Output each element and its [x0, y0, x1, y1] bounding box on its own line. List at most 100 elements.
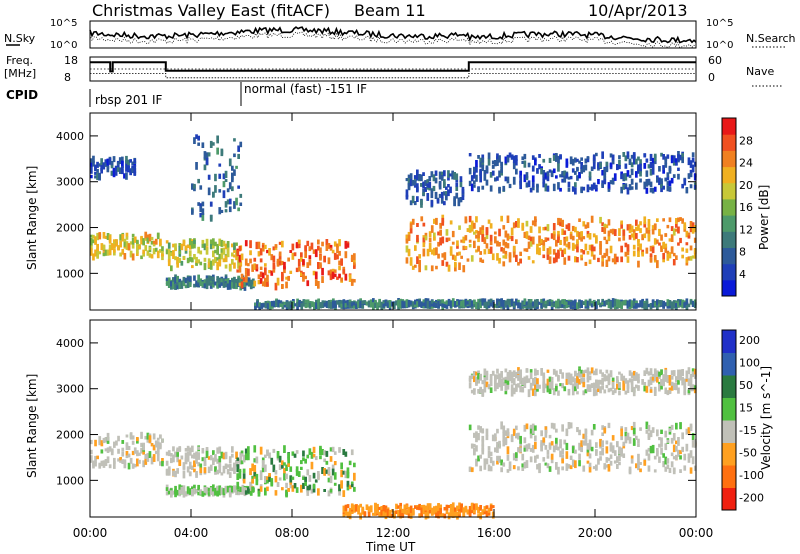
vel-cells-cell — [601, 432, 604, 436]
power-cells-cell — [430, 188, 434, 193]
power-cells-cell — [416, 234, 419, 243]
power-cells-cell — [510, 227, 514, 236]
vel-cells-cell — [380, 506, 384, 513]
vel-cells-cell — [683, 386, 687, 394]
power-cells-cell — [92, 155, 95, 164]
power-cells-cell — [270, 254, 274, 261]
vel-cells-cell — [628, 378, 632, 383]
vel-cells-cell — [193, 460, 196, 468]
vel-cells-cell — [475, 505, 478, 510]
vel-cells-cell — [401, 513, 405, 518]
vel-cells-cell — [319, 455, 322, 460]
power-cells-cell — [555, 175, 558, 179]
power-cells-cell — [468, 153, 472, 157]
power-cells-cell — [685, 187, 689, 194]
power-cells-cell — [618, 155, 621, 159]
vel-cells-cell — [165, 469, 169, 475]
power-cells-cell — [538, 154, 541, 158]
power-cells-cell — [645, 179, 649, 187]
power-cells-cell — [317, 245, 320, 251]
power-cells-cell — [599, 247, 602, 255]
power-cells-cell — [443, 201, 446, 206]
power-cells-cell — [447, 176, 450, 181]
vel-cells-cell — [569, 455, 573, 460]
power-cells-cell — [672, 303, 676, 309]
power-cells-cell — [224, 264, 228, 269]
vel-cells-cell — [222, 465, 226, 474]
vel-cells-cell — [500, 384, 503, 391]
power-cells-cell — [426, 183, 430, 188]
vel-cells-cell — [212, 484, 215, 492]
vel-cells-cell — [552, 388, 556, 396]
power-cells-cell — [578, 303, 581, 309]
power-cells-cell — [649, 168, 653, 176]
power-cells-cell — [222, 247, 226, 255]
power-cells-cell — [555, 300, 558, 309]
power-cells-cell — [622, 184, 626, 190]
power-cells-cell — [675, 228, 678, 232]
vel-cells-cell — [283, 473, 286, 481]
power-cells-cell — [214, 259, 217, 263]
power-cells-cell — [565, 224, 569, 230]
nsky-left-tick-low: 10^0 — [50, 40, 77, 51]
power-cells-cell — [578, 218, 581, 222]
power-cells-cell — [254, 302, 257, 306]
power-cells-cell — [224, 170, 228, 178]
power-cells-cell — [582, 250, 586, 255]
power-cells-cell — [184, 277, 188, 284]
power-cells-cell — [121, 156, 124, 164]
vel-cells-cell — [681, 381, 684, 386]
power-cells-cell — [672, 174, 676, 178]
power-cells-cell — [176, 256, 179, 265]
vel-cells-cell — [675, 440, 678, 445]
vel-cells-cell — [548, 385, 552, 392]
vel-cells-cell — [205, 447, 209, 454]
power-cells-cell — [643, 216, 647, 225]
power-cells-cell — [576, 246, 579, 253]
power-cells-cell — [332, 300, 335, 307]
freq-label: Freq. — [6, 54, 33, 67]
vel-cells-cell — [693, 387, 697, 394]
vel-cells-cell — [557, 466, 560, 475]
vel-cells-cell — [574, 378, 577, 385]
vel-cells-cell — [236, 464, 240, 473]
power-cells-cell — [152, 240, 156, 244]
vel-cells-cell — [510, 372, 514, 377]
vel-cells-cell — [502, 439, 506, 447]
power-cells-cell — [433, 247, 436, 256]
vel-cells-cell — [548, 379, 552, 387]
vel-cells-cell — [197, 491, 200, 496]
vel-cells-cell — [586, 377, 590, 383]
power-cells-cell — [605, 248, 609, 257]
power-cells-cell — [355, 303, 358, 309]
colorbar-frame — [721, 117, 737, 297]
vel-cells-cell — [302, 450, 305, 457]
vel-cells-cell — [424, 512, 428, 520]
power-cells-cell — [172, 250, 175, 256]
power-cells-cell — [222, 258, 226, 263]
vel-cells-cell — [150, 443, 154, 447]
power-cells-cell — [348, 302, 352, 308]
power-cells-cell — [519, 175, 522, 183]
vel-cells-cell — [323, 468, 326, 475]
vel-cells-cell — [645, 429, 649, 434]
power-cells-cell — [656, 218, 659, 222]
power-cells-cell — [159, 249, 162, 253]
vel-cells-cell — [454, 511, 457, 518]
vel-cells-cell — [603, 463, 607, 469]
vel-cells-cell — [637, 438, 640, 444]
power-cells-cell — [489, 234, 493, 242]
power-cells-cell — [504, 241, 508, 248]
vel-cells-cell — [475, 445, 478, 452]
power-cells-cell — [580, 188, 583, 194]
vel-cells-cell — [300, 466, 303, 470]
vel-cells-cell — [498, 456, 501, 463]
power-cells-cell — [455, 173, 459, 181]
power-cells-cell — [567, 255, 571, 261]
power-cells-cell — [142, 238, 145, 246]
power-cells-cell — [609, 245, 613, 254]
power-cells-cell — [98, 232, 102, 240]
vel-cells-cell — [407, 507, 411, 514]
power-cells-cell — [662, 154, 665, 160]
